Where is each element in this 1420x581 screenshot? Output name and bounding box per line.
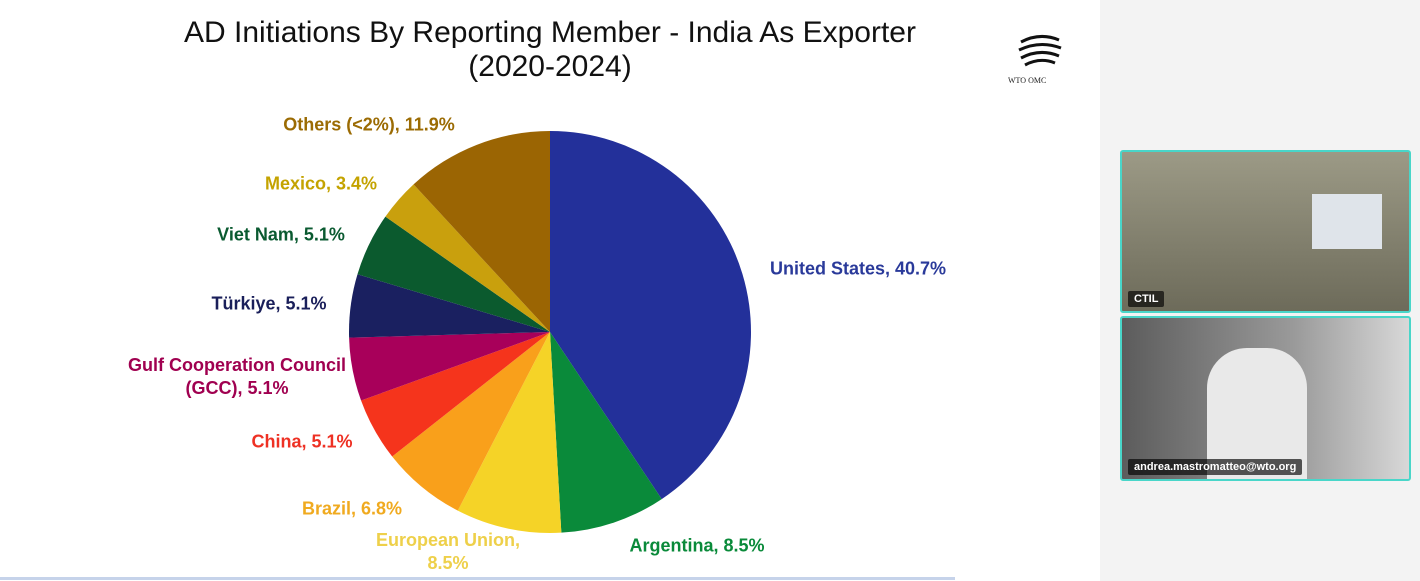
slice-label: Türkiye, 5.1% — [211, 293, 327, 314]
pie-slice — [457, 332, 562, 533]
progress-bar — [0, 577, 955, 580]
pie-slice — [385, 184, 550, 332]
slice-label: Mexico, 3.4% — [264, 173, 378, 194]
video-tile[interactable]: CTIL — [1120, 150, 1411, 313]
pie-slice — [357, 216, 550, 332]
slide: AD Initiations By Reporting Member - Ind… — [0, 0, 1100, 581]
chart-title: AD Initiations By Reporting Member - Ind… — [184, 16, 916, 83]
wto-logo-icon — [1018, 35, 1062, 67]
pie-slice — [348, 274, 550, 338]
participant-name: andrea.mastromatteo@wto.org — [1128, 459, 1303, 475]
slice-label: Argentina, 8.5% — [629, 535, 765, 556]
pie-slice — [361, 332, 550, 457]
slice-label: European Union, 8.5% — [376, 530, 520, 573]
pie-slice — [550, 131, 751, 500]
pie-slice — [413, 131, 550, 332]
video-tile[interactable]: andrea.mastromatteo@wto.org — [1120, 316, 1411, 481]
slice-label: Brazil, 6.8% — [301, 498, 403, 519]
slice-label: Gulf Cooperation Council (GCC), 5.1% — [128, 355, 346, 398]
slice-label: Others (<2%), 11.9% — [283, 114, 455, 135]
pie-slice — [392, 332, 550, 511]
speaker — [1207, 348, 1307, 479]
pie-slice — [349, 332, 550, 401]
wto-logo-text: WTO OMC — [1008, 76, 1047, 85]
participant-name: CTIL — [1128, 291, 1165, 307]
screen-in-room — [1312, 194, 1382, 249]
slice-label: China, 5.1% — [251, 431, 353, 452]
pie-chart — [348, 131, 751, 533]
slice-label: Viet Nam, 5.1% — [217, 224, 345, 245]
slice-label: United States, 40.7% — [769, 258, 947, 279]
pie-slice — [550, 332, 662, 533]
